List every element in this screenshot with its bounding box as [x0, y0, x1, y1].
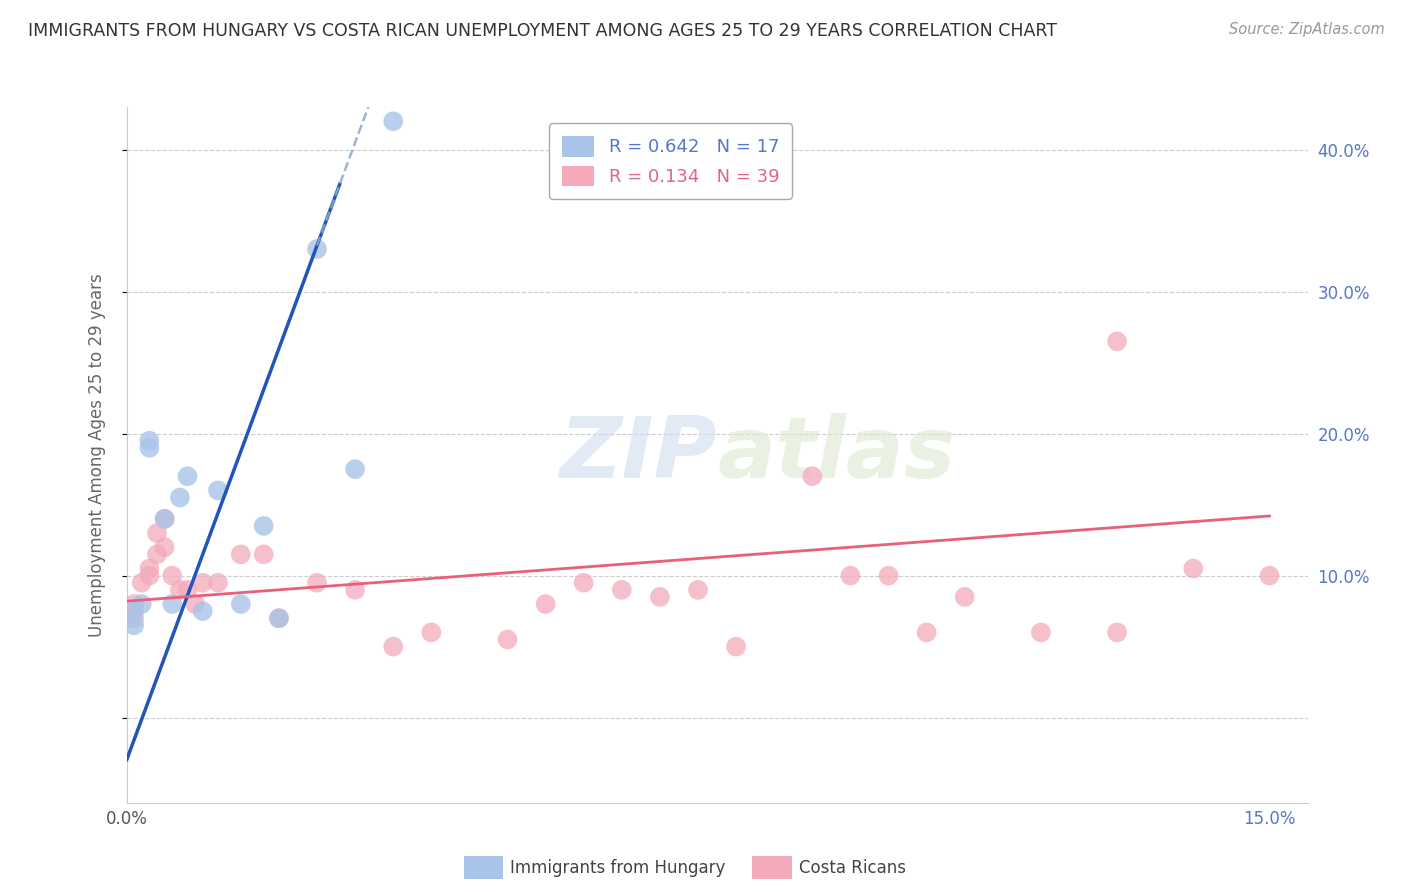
- Point: [915, 625, 938, 640]
- Point: [138, 568, 160, 582]
- Point: [138, 561, 160, 575]
- Point: [169, 582, 191, 597]
- Point: [534, 597, 557, 611]
- Point: [1107, 334, 1129, 349]
- Point: [1029, 625, 1052, 640]
- Point: [253, 519, 276, 533]
- Legend: R = 0.642   N = 17, R = 0.134   N = 39: R = 0.642 N = 17, R = 0.134 N = 39: [548, 123, 792, 199]
- Text: 15.0%: 15.0%: [1243, 810, 1296, 828]
- Point: [207, 483, 229, 498]
- Text: Source: ZipAtlas.com: Source: ZipAtlas.com: [1229, 22, 1385, 37]
- Point: [162, 597, 184, 611]
- Point: [122, 618, 145, 632]
- Point: [877, 568, 900, 582]
- Point: [131, 597, 153, 611]
- Text: atlas: atlas: [717, 413, 955, 497]
- Point: [176, 582, 198, 597]
- Text: Immigrants from Hungary: Immigrants from Hungary: [510, 859, 725, 877]
- Point: [305, 575, 328, 590]
- Point: [146, 526, 169, 541]
- Point: [725, 640, 748, 654]
- Point: [686, 582, 709, 597]
- Point: [184, 597, 207, 611]
- Point: [801, 469, 824, 483]
- Point: [122, 597, 145, 611]
- Text: 0.0%: 0.0%: [105, 810, 148, 828]
- Point: [344, 462, 367, 476]
- Point: [267, 611, 290, 625]
- Point: [138, 434, 160, 448]
- Y-axis label: Unemployment Among Ages 25 to 29 years: Unemployment Among Ages 25 to 29 years: [87, 273, 105, 637]
- Point: [344, 582, 367, 597]
- Point: [305, 242, 328, 256]
- Point: [122, 611, 145, 625]
- Point: [420, 625, 443, 640]
- Point: [253, 547, 276, 561]
- Point: [572, 575, 595, 590]
- Point: [138, 441, 160, 455]
- Point: [953, 590, 976, 604]
- Point: [382, 640, 405, 654]
- Point: [267, 611, 290, 625]
- Point: [1182, 561, 1205, 575]
- Text: IMMIGRANTS FROM HUNGARY VS COSTA RICAN UNEMPLOYMENT AMONG AGES 25 TO 29 YEARS CO: IMMIGRANTS FROM HUNGARY VS COSTA RICAN U…: [28, 22, 1057, 40]
- Point: [146, 547, 169, 561]
- Point: [153, 512, 176, 526]
- Point: [131, 575, 153, 590]
- Point: [153, 540, 176, 554]
- Point: [839, 568, 862, 582]
- Point: [229, 547, 252, 561]
- Point: [382, 114, 405, 128]
- Point: [1258, 568, 1281, 582]
- Point: [496, 632, 519, 647]
- Point: [122, 604, 145, 618]
- Point: [176, 469, 198, 483]
- Point: [648, 590, 671, 604]
- Point: [162, 568, 184, 582]
- Point: [191, 604, 214, 618]
- Point: [153, 512, 176, 526]
- Text: Costa Ricans: Costa Ricans: [799, 859, 905, 877]
- Point: [229, 597, 252, 611]
- Point: [191, 575, 214, 590]
- Point: [1107, 625, 1129, 640]
- Text: ZIP: ZIP: [560, 413, 717, 497]
- Point: [169, 491, 191, 505]
- Point: [207, 575, 229, 590]
- Point: [610, 582, 633, 597]
